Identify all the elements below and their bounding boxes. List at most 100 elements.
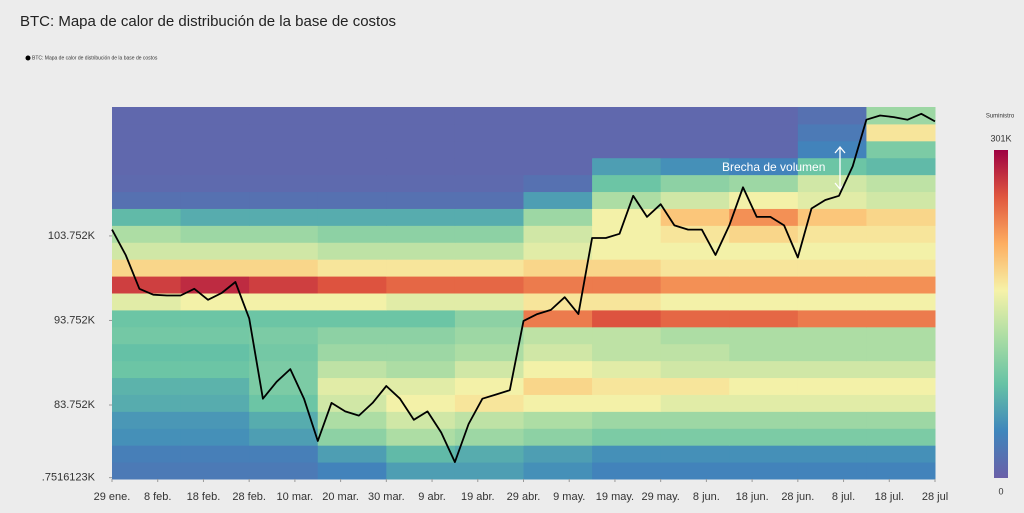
heatmap-cell	[592, 428, 662, 446]
heatmap-cell	[454, 123, 524, 142]
heatmap-cell	[866, 326, 936, 345]
heatmap-cell	[317, 428, 387, 446]
y-tick-label: .7516123K	[42, 472, 96, 484]
heatmap-cell	[317, 242, 387, 260]
x-tick-label: 28 feb.	[232, 491, 266, 503]
heatmap-cell	[386, 343, 456, 362]
heatmap-cell	[797, 208, 867, 226]
heatmap-cell	[660, 462, 730, 480]
heatmap-cell	[866, 259, 936, 277]
heatmap-cell	[180, 377, 250, 395]
heatmap-cell	[180, 107, 250, 125]
heatmap-cell	[729, 276, 799, 294]
heatmap-cell	[660, 157, 730, 176]
heatmap-cell	[180, 259, 250, 277]
heatmap-cell	[866, 242, 936, 260]
heatmap-cell	[317, 394, 387, 412]
x-tick-label: 28 jul	[922, 491, 948, 503]
heatmap-cell	[317, 276, 387, 294]
x-tick-label: 19 may.	[596, 491, 634, 503]
heatmap-cell	[523, 107, 593, 125]
heatmap-cell	[797, 107, 867, 125]
heatmap-cell	[249, 157, 319, 176]
heatmap-cell	[797, 191, 867, 209]
annotation: Brecha de volumen	[722, 160, 825, 174]
heatmap-cell	[386, 242, 456, 260]
heatmap-cell	[112, 394, 182, 412]
heatmap-cell	[592, 309, 662, 328]
heatmap-cell	[317, 377, 387, 395]
heatmap-cell	[112, 326, 182, 345]
heatmap-cell	[592, 140, 662, 159]
heatmap-cell	[660, 140, 730, 159]
heatmap-cell	[660, 326, 730, 345]
heatmap-cell	[454, 411, 524, 429]
heatmap-cell	[797, 428, 867, 446]
heatmap-cell	[180, 360, 250, 379]
heatmap-cell	[249, 174, 319, 193]
heatmap-cell	[317, 107, 387, 125]
heatmap-cell	[180, 462, 250, 480]
heatmap-cell	[729, 107, 799, 125]
heatmap-cell	[386, 259, 456, 277]
heatmap-cell	[180, 174, 250, 193]
heatmap-cell	[112, 293, 182, 311]
x-tick-label: 19 abr.	[461, 491, 495, 503]
heatmap-cell	[660, 174, 730, 193]
heatmap-cell	[866, 377, 936, 395]
y-tick-label: 103.752K	[48, 230, 96, 242]
heatmap-cell	[866, 174, 936, 193]
heatmap-cell	[317, 191, 387, 209]
heatmap-cell	[729, 309, 799, 328]
heatmap-cell	[249, 123, 319, 142]
heatmap-cell	[249, 462, 319, 480]
heatmap-cell	[386, 123, 456, 142]
heatmap-cell	[386, 225, 456, 243]
heatmap-cell	[660, 107, 730, 125]
heatmap-cell	[592, 259, 662, 277]
chart-title: BTC: Mapa de calor de distribución de la…	[20, 13, 396, 30]
heatmap-cell	[454, 360, 524, 379]
heatmap-cell	[592, 394, 662, 412]
heatmap-cell	[454, 140, 524, 159]
heatmap-cell	[317, 259, 387, 277]
heatmap-cell	[180, 326, 250, 345]
heatmap-cell	[866, 208, 936, 226]
heatmap-cell	[386, 428, 456, 446]
x-tick-label: 18 feb.	[187, 491, 221, 503]
heatmap-cell	[592, 326, 662, 345]
x-tick-label: 8 jul.	[832, 491, 855, 503]
heatmap-cell	[454, 225, 524, 243]
x-tick-label: 29 may.	[642, 491, 680, 503]
heatmap-cell	[249, 293, 319, 311]
heatmap-cell	[660, 445, 730, 463]
heatmap-cell	[523, 242, 593, 260]
heatmap-cell	[317, 343, 387, 362]
heatmap-cell	[249, 276, 319, 294]
legend-label: BTC: Mapa de calor de distribución de la…	[32, 55, 158, 61]
heatmap-cell	[112, 191, 182, 209]
heatmap-cell	[660, 377, 730, 395]
heatmap-cell	[249, 445, 319, 463]
heatmap-cell	[523, 225, 593, 243]
heatmap-cell	[386, 360, 456, 379]
heatmap-cell	[454, 394, 524, 412]
heatmap-cell	[660, 259, 730, 277]
heatmap-cell	[454, 276, 524, 294]
heatmap-cell	[180, 140, 250, 159]
heatmap-cell	[523, 259, 593, 277]
heatmap-cell	[180, 309, 250, 328]
heatmap-cell	[660, 191, 730, 209]
heatmap-cell	[592, 208, 662, 226]
heatmap-cell	[729, 428, 799, 446]
heatmap-cell	[866, 428, 936, 446]
heatmap-cell	[660, 411, 730, 429]
heatmap-cell	[112, 259, 182, 277]
heatmap-cell	[523, 411, 593, 429]
heatmap-cell	[454, 445, 524, 463]
heatmap-cell	[866, 411, 936, 429]
colorbar-tick-label: 301K	[990, 133, 1011, 143]
heatmap-cell	[797, 377, 867, 395]
colorbar-tick-label: 0	[998, 486, 1003, 496]
heatmap-cell	[454, 326, 524, 345]
